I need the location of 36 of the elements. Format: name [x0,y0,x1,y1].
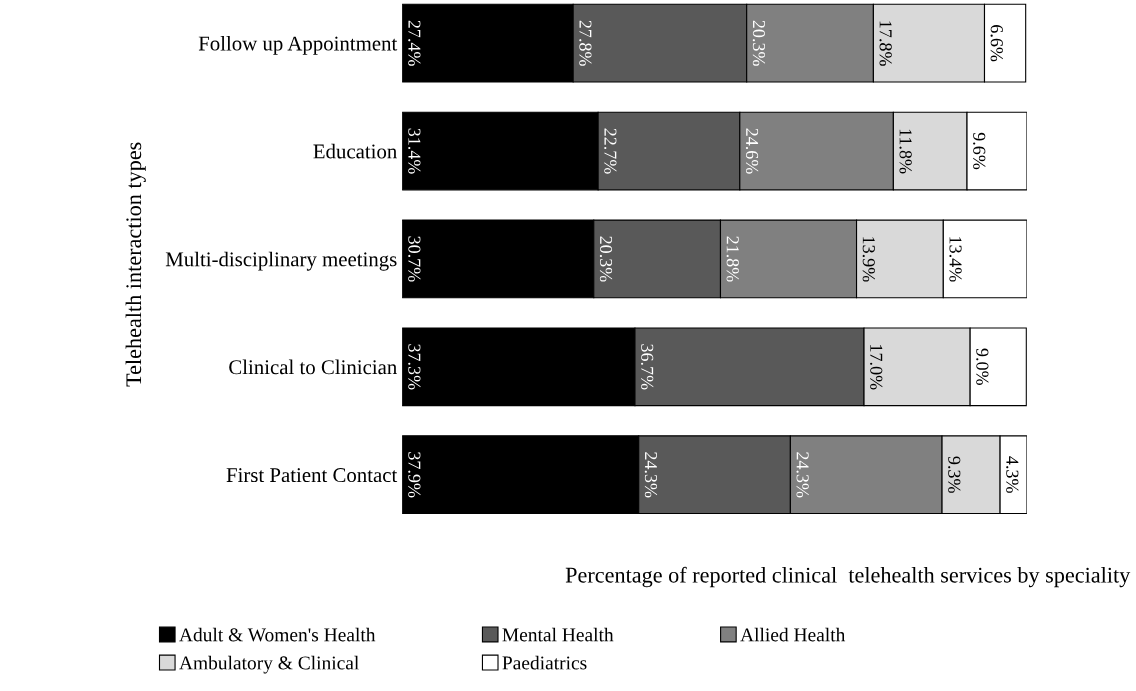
legend-label: Paediatrics [502,655,587,670]
data-label: 27.8% [579,20,592,66]
legend-label: Mental Health [502,627,614,642]
data-label: 4.3% [1006,456,1019,493]
data-label: 37.3% [408,344,421,390]
y-tick-label: Follow up Appointment [198,35,398,55]
data-label: 11.8% [899,129,912,174]
data-label: 9.6% [973,132,986,170]
data-label: 9.0% [976,348,989,385]
data-label: 17.8% [879,21,892,66]
data-label: 6.6% [990,25,1003,62]
x-axis-title: Percentage of reported clinical telehealth services by speciality [565,566,1131,588]
data-label: 20.3% [752,20,766,66]
data-label: 20.3% [599,236,613,282]
legend-label: Allied Health [740,627,846,642]
y-axis-title: Telehealth interaction types [125,142,146,387]
y-tick-label: Multi-disciplinary meetings [165,251,397,271]
data-label: 27.4% [408,20,421,66]
y-tick-label: Clinical to Clinician [229,359,397,375]
data-label: 22.7% [604,128,617,174]
data-label: 31.4% [408,128,421,174]
data-label: 9.3% [948,456,961,493]
y-tick-label: First Patient Contact [226,468,398,483]
data-label: 30.7% [408,236,421,282]
data-label: 24.6% [745,128,759,174]
legend-label: Adult & Women's Health [179,627,376,642]
data-label: 21.8% [726,236,739,282]
data-label: 24.3% [644,452,658,498]
data-label: 13.9% [862,237,875,282]
data-label: 24.3% [796,452,809,498]
data-label: 13.4% [949,237,962,282]
data-label: 17.0% [870,345,883,390]
data-label: 36.7% [641,344,654,390]
data-label: 37.9% [408,452,421,498]
legend-label: Ambulatory & Clinical [179,655,359,674]
y-tick-label: Education [313,143,397,159]
